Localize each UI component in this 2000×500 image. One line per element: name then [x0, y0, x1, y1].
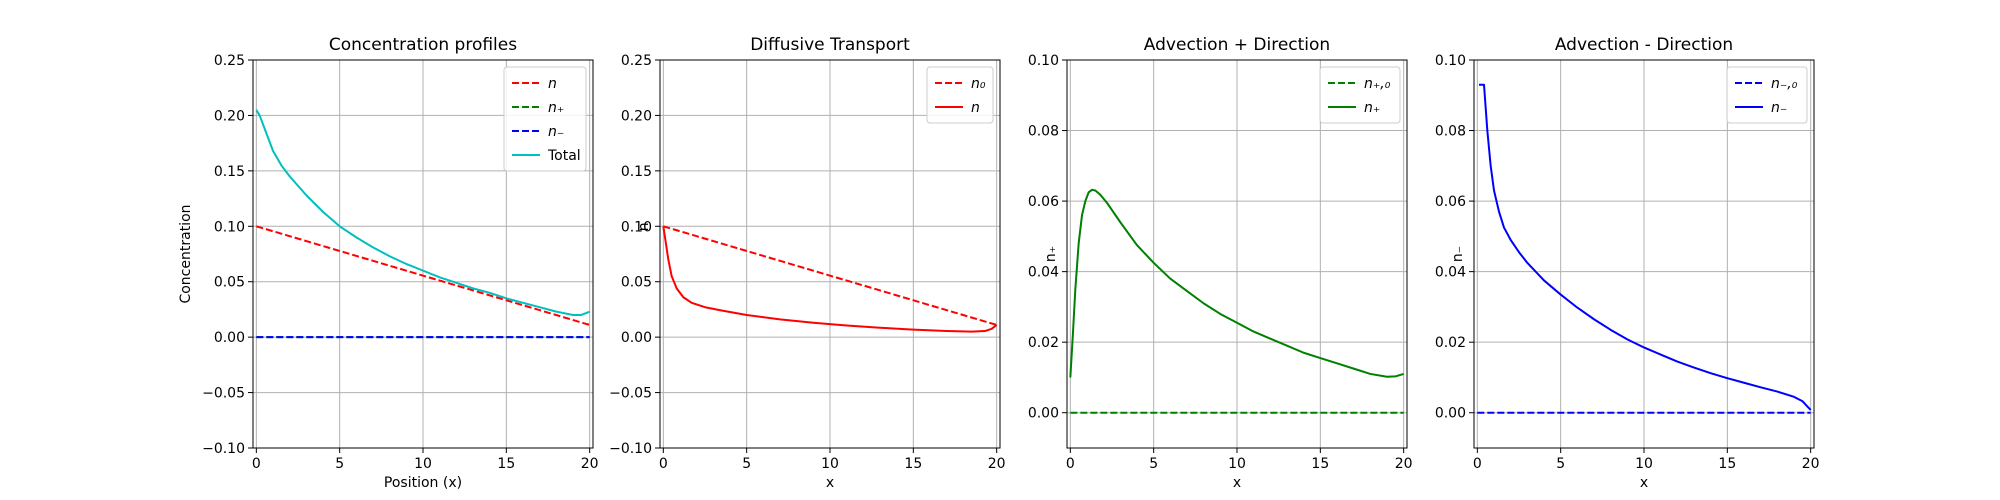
chart-title: Diffusive Transport: [750, 35, 910, 55]
y-tick-label: 0.10: [1028, 53, 1059, 69]
legend-label: n: [971, 100, 980, 116]
x-tick-label: 20: [581, 456, 599, 472]
chart-panel-2: 0 5 10 15 20 −0.10 −0.05 0.00 0.05 0.10 0.15 0.20 0.…: [609, 35, 1005, 491]
y-tick-label: 0.05: [621, 275, 652, 291]
y-tick-label: 0.15: [214, 164, 245, 180]
x-tick-label: 20: [988, 456, 1006, 472]
legend: n₋,₀ n₋: [1726, 66, 1808, 124]
y-axis-label: n₋: [1450, 246, 1466, 262]
x-tick-label: 10: [1228, 456, 1246, 472]
x-tick-label: 0: [252, 456, 261, 472]
legend-label: n₀: [971, 76, 986, 92]
chart-panel-1: 0 5 10 15 20 −0.10 −0.05 0.00 0.05 0.10 0.15 0.20 0.…: [178, 35, 599, 491]
chart-panel-4: 0 5 10 15 20 0.00 0.02 0.04 0.06 0.08 0.10 Advectio…: [1435, 35, 1820, 491]
x-axis-label: x: [1233, 475, 1241, 491]
chart-title: Advection + Direction: [1144, 35, 1330, 55]
x-tick-label: 10: [1635, 456, 1653, 472]
chart-title: Concentration profiles: [329, 35, 517, 55]
y-axis-label: n₊: [1043, 246, 1059, 262]
x-tick-label: 10: [414, 456, 432, 472]
y-tick-label: 0.00: [1028, 406, 1059, 422]
legend: n₀ n: [926, 66, 994, 124]
chart-title: Advection - Direction: [1555, 35, 1733, 55]
series-line-1: [256, 225, 590, 326]
y-tick-label: 0.05: [214, 275, 245, 291]
y-tick-label: 0.04: [1435, 265, 1466, 281]
x-tick-label: 0: [1473, 456, 1482, 472]
y-tick-label: 0.08: [1028, 124, 1059, 140]
legend: n n₊ n₋ Total: [503, 66, 587, 172]
y-tick-label: −0.05: [609, 386, 652, 402]
y-tick-label: 0.00: [621, 330, 652, 346]
legend-box: [1726, 66, 1808, 124]
y-tick-label: 0.08: [1435, 124, 1466, 140]
legend-box: [1319, 66, 1401, 124]
x-tick-label: 15: [1311, 456, 1329, 472]
legend: n₊,₀ n₊: [1319, 66, 1401, 124]
y-tick-label: 0.02: [1028, 335, 1059, 351]
series-line-2: [1479, 83, 1812, 411]
y-tick-label: 0.10: [214, 219, 245, 235]
legend-label: n₊,₀: [1364, 76, 1391, 92]
y-tick-label: −0.10: [202, 441, 245, 457]
x-axis-label: Position (x): [384, 475, 462, 491]
y-tick-label: 0.10: [1435, 53, 1466, 69]
legend-label: n₋,₀: [1771, 76, 1798, 92]
x-tick-label: 5: [742, 456, 751, 472]
chart-panel-3: 0 5 10 15 20 0.00 0.02 0.04 0.06 0.08 0.10 Advectio…: [1028, 35, 1413, 491]
y-axis-label: Concentration: [178, 204, 194, 303]
x-tick-label: 0: [1066, 456, 1075, 472]
y-tick-label: 0.15: [621, 164, 652, 180]
y-tick-label: 0.06: [1435, 194, 1466, 210]
y-tick-label: 0.25: [214, 53, 245, 69]
series-line-4: [255, 109, 591, 316]
x-tick-label: 10: [821, 456, 839, 472]
x-tick-label: 5: [335, 456, 344, 472]
x-tick-label: 15: [1718, 456, 1736, 472]
x-tick-label: 5: [1556, 456, 1565, 472]
y-tick-label: 0.10: [621, 219, 652, 235]
y-tick-label: 0.00: [214, 330, 245, 346]
legend-box: [926, 66, 994, 124]
y-tick-label: 0.00: [1435, 406, 1466, 422]
y-tick-label: 0.20: [621, 108, 652, 124]
y-tick-label: −0.05: [202, 386, 245, 402]
x-axis-label: x: [826, 475, 834, 491]
legend-label: Total: [547, 148, 581, 164]
legend-label: n₋: [1771, 100, 1787, 116]
x-tick-label: 5: [1149, 456, 1158, 472]
x-tick-label: 20: [1395, 456, 1413, 472]
y-tick-label: 0.25: [621, 53, 652, 69]
x-tick-label: 20: [1802, 456, 1820, 472]
y-tick-label: 0.02: [1435, 335, 1466, 351]
y-tick-label: 0.20: [214, 108, 245, 124]
legend-label: n: [548, 76, 557, 92]
legend-box: [503, 66, 587, 172]
legend-label: n₊: [548, 100, 564, 116]
series-line-1: [663, 225, 997, 326]
x-tick-label: 15: [904, 456, 922, 472]
x-tick-label: 0: [659, 456, 668, 472]
legend-label: n₊: [1364, 100, 1380, 116]
legend-label: n₋: [548, 124, 564, 140]
x-axis-label: x: [1640, 475, 1648, 491]
y-tick-label: 0.04: [1028, 265, 1059, 281]
y-axis-label: n: [636, 222, 652, 231]
y-tick-label: 0.06: [1028, 194, 1059, 210]
y-tick-label: −0.10: [609, 441, 652, 457]
x-tick-label: 15: [497, 456, 515, 472]
series-line-2: [662, 226, 998, 333]
series-line-2: [1069, 188, 1404, 378]
